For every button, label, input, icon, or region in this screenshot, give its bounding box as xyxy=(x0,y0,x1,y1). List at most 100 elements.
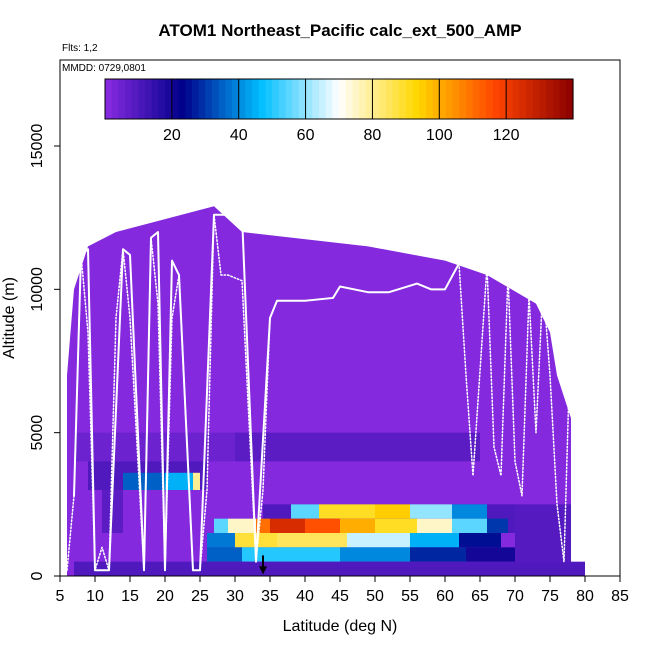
heatmap-layer xyxy=(67,206,585,576)
heatmap-cell xyxy=(207,533,235,548)
heatmap-cell xyxy=(340,518,375,533)
x-tick-label: 10 xyxy=(86,588,104,605)
colorbar-swatch xyxy=(211,79,220,119)
colorbar-swatch xyxy=(218,79,226,119)
x-tick-label: 15 xyxy=(121,588,139,605)
x-axis: 5 10 15 20 25 30 35 40 45 50 55 60 65 70 75 80 85 xyxy=(56,576,629,605)
heatmap-cell xyxy=(277,533,347,548)
colorbar-swatch xyxy=(265,79,273,119)
dates-label: MMDD: 0729,0801 xyxy=(62,63,146,74)
colorbar-swatch xyxy=(145,79,153,119)
heatmap-cell xyxy=(214,518,228,533)
x-tick-label: 25 xyxy=(191,588,209,605)
colorbar-swatch xyxy=(359,79,367,119)
colorbar-swatch xyxy=(325,79,333,119)
x-tick-label: 30 xyxy=(226,588,244,605)
colorbar-swatch xyxy=(532,79,541,119)
x-tick-label: 75 xyxy=(541,588,559,605)
colorbar-swatch xyxy=(171,79,180,119)
colorbar-swatch xyxy=(165,79,173,119)
colorbar-swatch xyxy=(405,79,414,119)
colorbar-swatch xyxy=(466,79,474,119)
colorbar-swatch xyxy=(546,79,554,119)
colorbar-swatch xyxy=(125,79,133,119)
colorbar-swatch xyxy=(519,79,527,119)
x-tick-label: 35 xyxy=(261,588,279,605)
heatmap-cell xyxy=(410,504,452,519)
heatmap-cell xyxy=(228,518,256,533)
x-tick-label: 45 xyxy=(331,588,349,605)
colorbar-swatch xyxy=(566,79,574,119)
heatmap-cell xyxy=(347,533,410,548)
heatmap-cell xyxy=(193,472,200,490)
heatmap-cell xyxy=(340,547,410,562)
heatmap-cell xyxy=(452,504,487,519)
heatmap-cell xyxy=(305,518,340,533)
heatmap-cell xyxy=(466,547,515,562)
y-tick-label: 5000 xyxy=(29,415,46,451)
colorbar-swatch xyxy=(138,79,146,119)
colorbar-swatch xyxy=(131,79,140,119)
colorbar-swatch xyxy=(379,79,387,119)
heatmap-cell xyxy=(487,518,508,533)
colorbar-swatch xyxy=(298,79,307,119)
colorbar-swatch xyxy=(432,79,440,119)
y-tick-label: 0 xyxy=(29,571,46,580)
colorbar-swatch xyxy=(419,79,427,119)
colorbar-swatch xyxy=(292,79,300,119)
x-tick-label: 55 xyxy=(401,588,419,605)
colorbar-swatch xyxy=(479,79,487,119)
heatmap-cell xyxy=(165,472,193,490)
colorbar-swatch xyxy=(372,79,380,119)
heatmap-cell xyxy=(459,533,501,548)
colorbar-swatch xyxy=(399,79,407,119)
flight-track xyxy=(269,262,565,319)
x-tick-label: 50 xyxy=(366,588,384,605)
colorbar-swatch xyxy=(318,79,327,119)
colorbar-swatch xyxy=(111,79,119,119)
flight-track xyxy=(458,262,579,563)
heatmap-cell xyxy=(375,504,410,519)
y-tick-label: 10000 xyxy=(29,267,46,312)
colorbar-swatch xyxy=(552,79,561,119)
x-tick-label: 40 xyxy=(296,588,314,605)
colorbar-swatch xyxy=(158,79,166,119)
colorbar-swatch xyxy=(198,79,206,119)
heatmap-cell xyxy=(410,533,459,548)
colorbar-swatch xyxy=(312,79,320,119)
heatmap-cell xyxy=(123,472,165,490)
colorbar-swatch xyxy=(258,79,267,119)
colorbar-swatch xyxy=(185,79,193,119)
colorbar-swatch xyxy=(559,79,567,119)
colorbar-tick-label: 20 xyxy=(163,127,181,144)
heatmap-cell xyxy=(207,547,242,562)
colorbar-swatch xyxy=(238,79,246,119)
colorbar-tick-label: 100 xyxy=(426,127,453,144)
colorbar-swatch xyxy=(412,79,420,119)
colorbar-swatch xyxy=(232,79,240,119)
heatmap-cell xyxy=(74,561,585,576)
colorbar-swatch xyxy=(439,79,447,119)
x-tick-label: 80 xyxy=(576,588,594,605)
heatmap-cell xyxy=(235,432,480,462)
heatmap-cell xyxy=(291,504,319,519)
colorbar-swatch xyxy=(352,79,360,119)
colorbar-swatch xyxy=(512,79,521,119)
colorbar-swatch xyxy=(105,79,113,119)
colorbar-swatch xyxy=(425,79,434,119)
colorbar-swatch xyxy=(385,79,394,119)
colorbar-swatch xyxy=(445,79,454,119)
heatmap-cell xyxy=(319,504,375,519)
colorbar-swatch xyxy=(499,79,507,119)
heatmap-cell xyxy=(375,518,417,533)
x-tick-label: 85 xyxy=(611,588,629,605)
colorbar-swatch xyxy=(539,79,547,119)
colorbar-swatch xyxy=(472,79,480,119)
colorbar-tick-label: 60 xyxy=(297,127,315,144)
colorbar-tick-label: 40 xyxy=(230,127,248,144)
colorbar-swatch xyxy=(365,79,374,119)
colorbar: 20 40 60 80 100 120 xyxy=(104,78,574,144)
flights-label: Flts: 1,2 xyxy=(62,43,98,54)
heatmap-cell xyxy=(452,518,487,533)
